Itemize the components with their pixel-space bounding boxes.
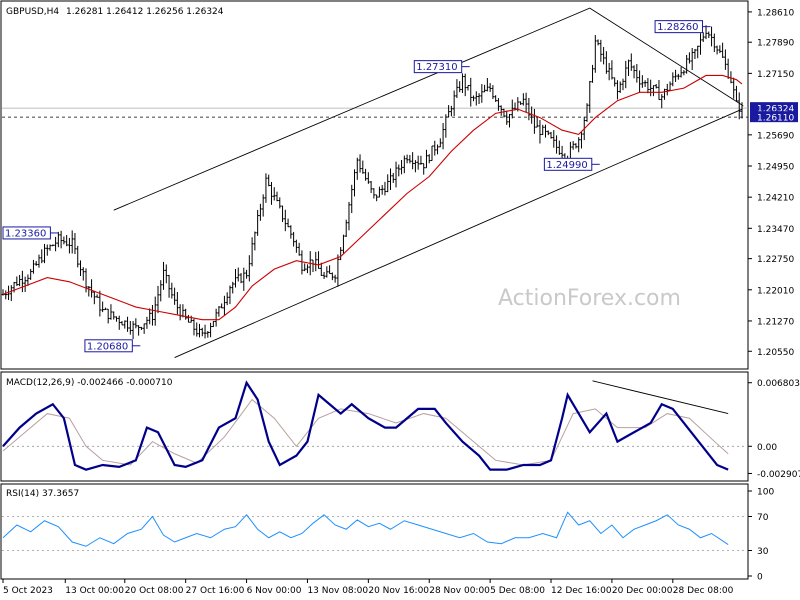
ohlc-label: 1.26281 1.26412 1.26256 1.26324 (66, 7, 224, 17)
price-tick-label: 1.20550 (757, 348, 794, 358)
channel-upper-line (113, 7, 743, 211)
rsi-tick-label: 0 (757, 573, 763, 583)
channel-lower-line (174, 108, 743, 358)
time-tick-label: 13 Nov 08:00 (307, 586, 368, 596)
time-tick-label: 20 Oct 08:00 (125, 586, 184, 596)
rsi-panel-frame (0, 483, 749, 580)
price-tick-label: 1.22010 (757, 286, 794, 296)
macd-main-line (2, 380, 729, 471)
macd-tick-label: 0.006803 (757, 379, 800, 389)
time-tick-label: 20 Dec 00:00 (612, 586, 673, 596)
time-tick-label: 20 Nov 16:00 (368, 586, 429, 596)
time-tick-label: 5 Dec 08:00 (490, 586, 545, 596)
time-tick-label: 13 Oct 00:00 (65, 586, 124, 596)
watermark: ActionForex.com (498, 286, 681, 311)
price-tick-label: 1.25690 (757, 131, 794, 141)
macd-trendline (592, 380, 729, 415)
macd-layer: 0.006803 0.00 -0.002907 (2, 379, 800, 480)
macd-tick-label: 0.00 (757, 443, 777, 453)
rsi-line (2, 511, 729, 547)
price-tag-label: 1.26110 (757, 114, 794, 124)
price-tag-label: 1.26324 (757, 105, 794, 115)
price-tag-bg (750, 111, 798, 123)
price-callout-label: 1.24990 (546, 160, 587, 171)
rsi-tick-label: 70 (757, 513, 769, 523)
macd-title: MACD(12,26,9) -0.002466 -0.000710 (6, 378, 173, 388)
moving-average-line (2, 74, 743, 321)
macd-panel-frame (0, 371, 749, 482)
macd-tick-label: -0.002907 (757, 470, 800, 480)
rsi-tick-label: 100 (757, 488, 774, 498)
time-tick-label: 12 Dec 16:00 (551, 586, 612, 596)
price-tick-label: 1.24950 (757, 163, 794, 173)
rsi-title: RSI(14) 37.3657 (6, 489, 79, 499)
price-tick-label: 1.28610 (757, 8, 794, 18)
chart-title: GBPUSD,H4 1.26281 1.26412 1.26256 1.2632… (6, 7, 224, 17)
price-layer: 1.23360 1.20680 1.27310 1.24990 1.28260 (1, 7, 748, 358)
time-tick-label: 28 Dec 08:00 (673, 586, 734, 596)
price-tick-label: 1.27150 (757, 70, 794, 80)
time-tick-label: 28 Nov 00:00 (429, 586, 490, 596)
time-tick-label: 6 Nov 00:00 (247, 586, 302, 596)
price-panel-frame (0, 0, 749, 370)
rsi-layer: 100 70 30 0 (2, 488, 774, 583)
price-tick-label: 1.21270 (757, 317, 794, 327)
price-tag-bg (750, 102, 798, 114)
price-tick-label: 1.22750 (757, 255, 794, 265)
price-callout-label: 1.23360 (5, 228, 46, 239)
rsi-tick-label: 30 (757, 547, 769, 557)
time-tick-label: 5 Oct 2023 (3, 586, 53, 596)
price-tick-label: 1.24210 (757, 194, 794, 204)
price-tick-label: 1.23470 (757, 225, 794, 235)
price-tick-label: 1.27890 (757, 39, 794, 49)
price-callout-label: 1.27310 (416, 62, 457, 73)
time-tick-label: 27 Oct 16:00 (186, 586, 245, 596)
symbol-label: GBPUSD,H4 (6, 7, 59, 17)
macd-signal-line (2, 398, 729, 466)
price-callout-label: 1.28260 (657, 22, 698, 33)
price-callout-label: 1.20680 (87, 341, 128, 352)
